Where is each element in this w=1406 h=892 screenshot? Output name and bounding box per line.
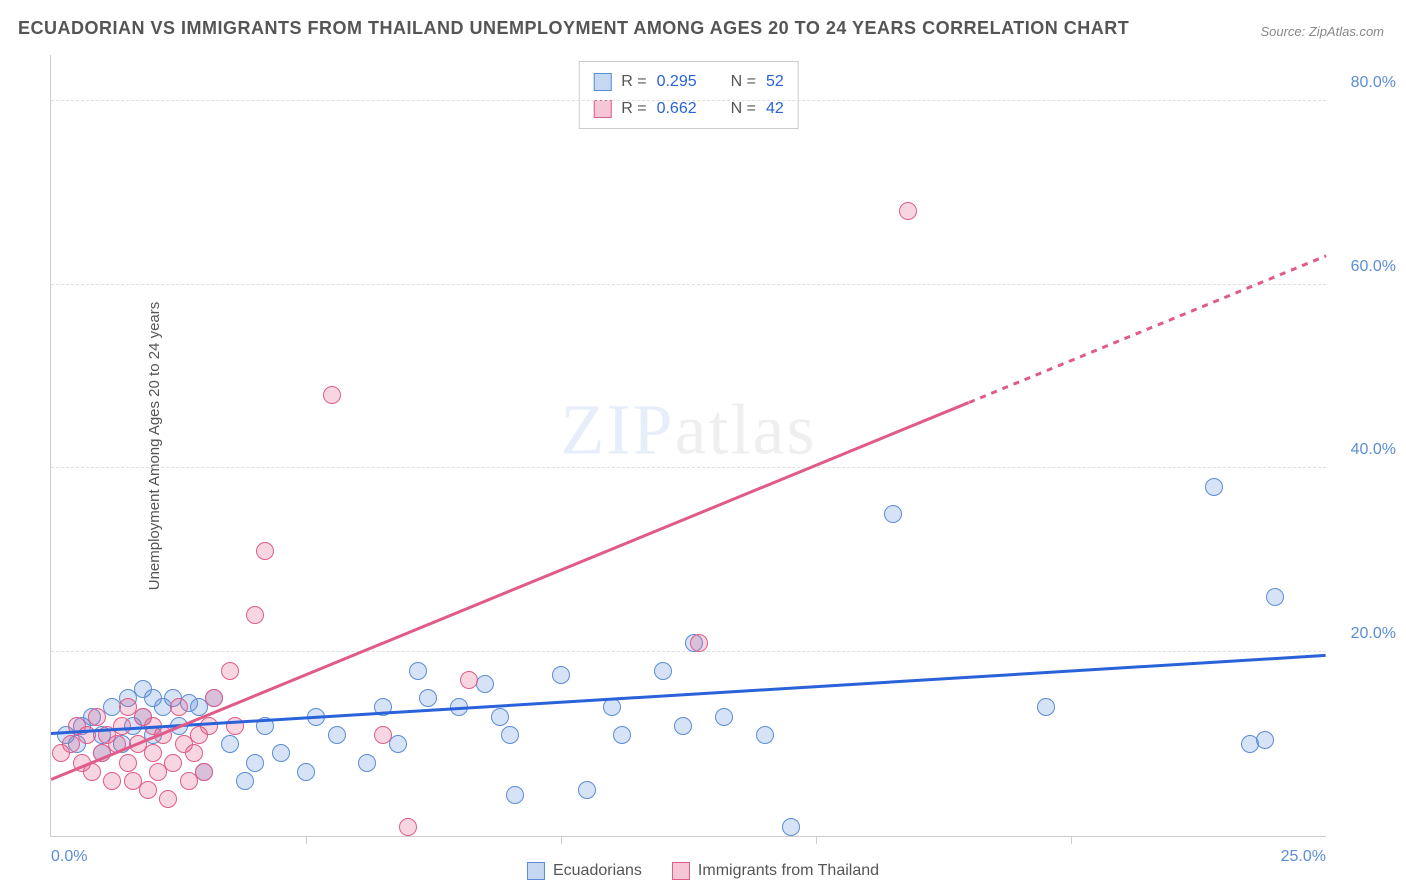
swatch-pink-icon — [593, 100, 611, 118]
data-point — [690, 634, 708, 652]
y-tick-label: 60.0% — [1351, 258, 1396, 276]
trend-line — [969, 255, 1327, 404]
gridline — [51, 284, 1326, 285]
x-tick — [561, 836, 562, 844]
trend-line — [51, 401, 970, 780]
data-point — [221, 735, 239, 753]
data-point — [246, 606, 264, 624]
data-point — [501, 726, 519, 744]
plot-area: ZIPatlas R = 0.295 N = 52 R = 0.662 N = … — [50, 55, 1326, 837]
data-point — [409, 662, 427, 680]
gridline — [51, 100, 1326, 101]
data-point — [782, 818, 800, 836]
data-point — [358, 754, 376, 772]
data-point — [88, 708, 106, 726]
watermark: ZIPatlas — [561, 388, 817, 471]
y-tick-label: 20.0% — [1351, 625, 1396, 643]
data-point — [715, 708, 733, 726]
stat-n-label: N = — [731, 68, 756, 95]
data-point — [139, 781, 157, 799]
stats-box: R = 0.295 N = 52 R = 0.662 N = 42 — [578, 61, 799, 129]
data-point — [205, 689, 223, 707]
bottom-legend: Ecuadorians Immigrants from Thailand — [527, 862, 879, 880]
data-point — [613, 726, 631, 744]
y-tick-label: 80.0% — [1351, 74, 1396, 92]
data-point — [1205, 478, 1223, 496]
data-point — [164, 754, 182, 772]
data-point — [654, 662, 672, 680]
data-point — [578, 781, 596, 799]
data-point — [323, 386, 341, 404]
source-label: Source: ZipAtlas.com — [1260, 24, 1384, 39]
data-point — [1256, 731, 1274, 749]
data-point — [389, 735, 407, 753]
data-point — [246, 754, 264, 772]
data-point — [297, 763, 315, 781]
data-point — [491, 708, 509, 726]
stat-r-label: R = — [621, 68, 646, 95]
chart-title: ECUADORIAN VS IMMIGRANTS FROM THAILAND U… — [18, 18, 1129, 39]
legend-label-blue: Ecuadorians — [553, 862, 642, 880]
x-tick — [1071, 836, 1072, 844]
swatch-blue-icon — [593, 73, 611, 91]
x-tick-label: 25.0% — [1281, 848, 1326, 866]
data-point — [144, 744, 162, 762]
y-tick-label: 40.0% — [1351, 441, 1396, 459]
stat-r-value-blue: 0.295 — [657, 68, 697, 95]
stats-row-blue: R = 0.295 N = 52 — [593, 68, 784, 95]
data-point — [674, 717, 692, 735]
data-point — [113, 717, 131, 735]
watermark-light: atlas — [675, 389, 817, 469]
data-point — [328, 726, 346, 744]
swatch-blue-icon — [527, 862, 545, 880]
data-point — [460, 671, 478, 689]
data-point — [603, 698, 621, 716]
data-point — [200, 717, 218, 735]
data-point — [884, 505, 902, 523]
stat-n-value-blue: 52 — [766, 68, 784, 95]
data-point — [185, 744, 203, 762]
x-tick — [306, 836, 307, 844]
data-point — [256, 542, 274, 560]
data-point — [419, 689, 437, 707]
data-point — [552, 666, 570, 684]
x-tick — [816, 836, 817, 844]
data-point — [1037, 698, 1055, 716]
data-point — [159, 790, 177, 808]
data-point — [272, 744, 290, 762]
gridline — [51, 651, 1326, 652]
watermark-bold: ZIP — [561, 389, 675, 469]
data-point — [170, 698, 188, 716]
x-tick-label: 0.0% — [51, 848, 87, 866]
data-point — [399, 818, 417, 836]
data-point — [506, 786, 524, 804]
data-point — [756, 726, 774, 744]
legend-label-pink: Immigrants from Thailand — [698, 862, 879, 880]
legend-item-thailand: Immigrants from Thailand — [672, 862, 879, 880]
data-point — [221, 662, 239, 680]
data-point — [374, 726, 392, 744]
data-point — [476, 675, 494, 693]
gridline — [51, 467, 1326, 468]
swatch-pink-icon — [672, 862, 690, 880]
data-point — [236, 772, 254, 790]
legend-item-ecuadorians: Ecuadorians — [527, 862, 642, 880]
data-point — [103, 772, 121, 790]
data-point — [119, 754, 137, 772]
data-point — [899, 202, 917, 220]
data-point — [1266, 588, 1284, 606]
data-point — [195, 763, 213, 781]
